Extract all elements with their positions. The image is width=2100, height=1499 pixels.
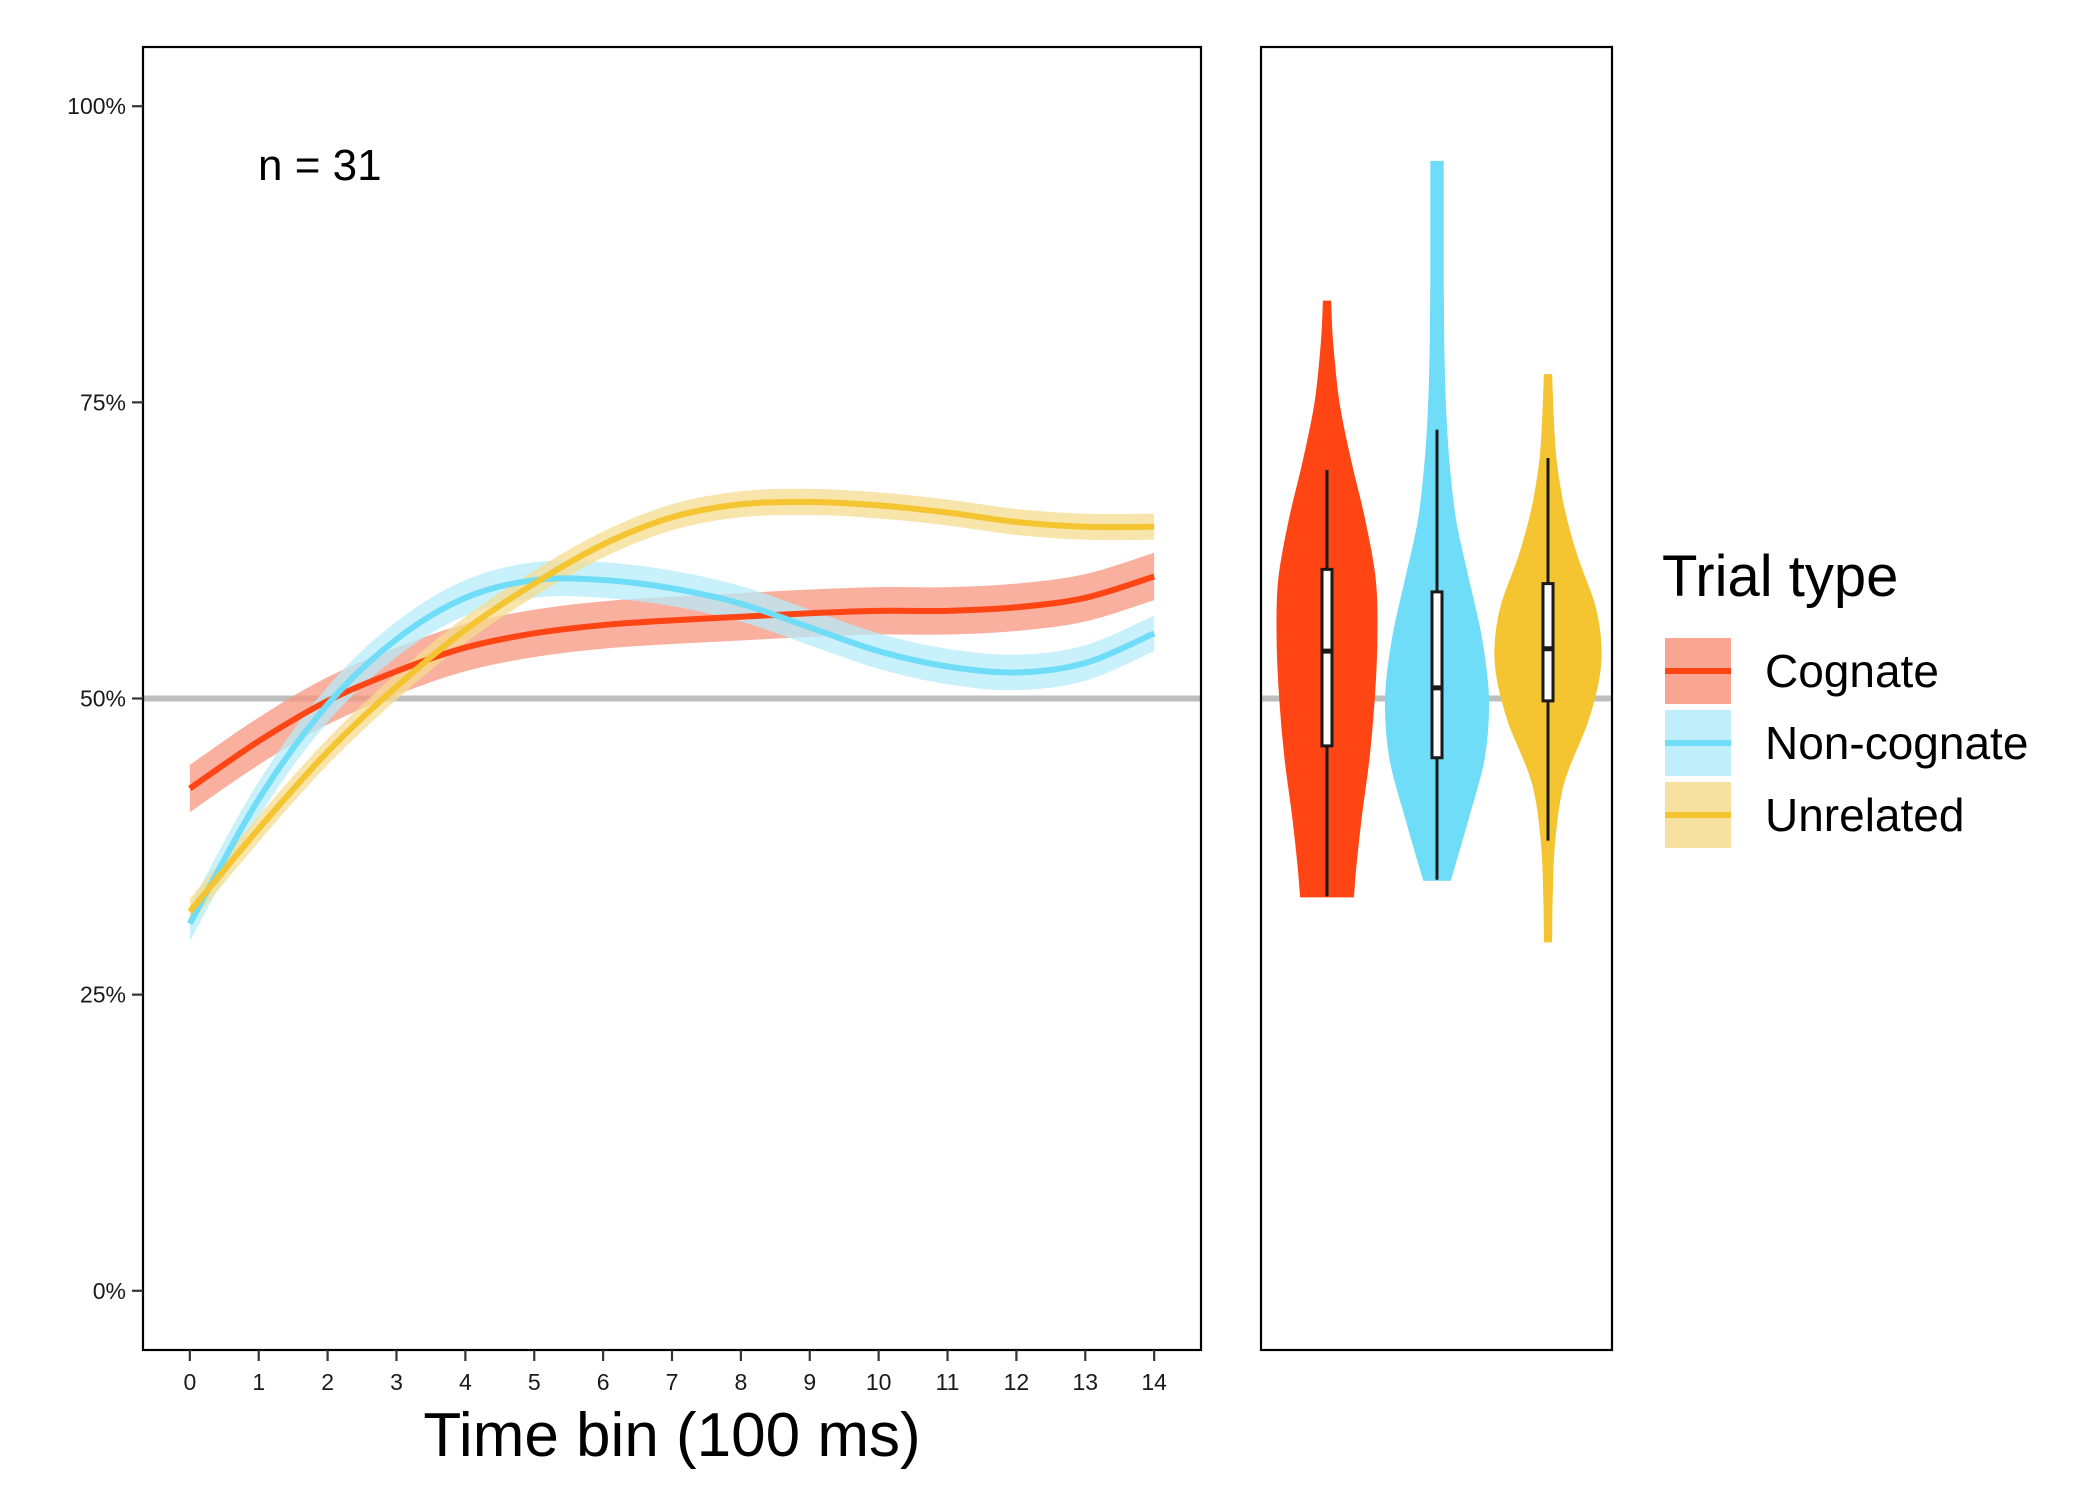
violin-cognate	[1276, 300, 1378, 898]
legend-label-cognate: Cognate	[1765, 645, 1939, 697]
legend-item-cognate: Cognate	[1663, 636, 1939, 706]
y-tick-label: 75%	[80, 389, 126, 415]
x-tick-label: 4	[459, 1369, 472, 1395]
legend-item-unrelated: Unrelated	[1663, 780, 1964, 850]
distribution-panel	[1259, 45, 1614, 1352]
ribbon-unrelated	[189, 488, 1155, 925]
x-tick-label: 7	[666, 1369, 679, 1395]
y-tick-label: 25%	[80, 982, 126, 1008]
x-tick-label: 9	[803, 1369, 816, 1395]
violin-non-cognate	[1384, 160, 1490, 881]
line-unrelated	[187, 498, 1155, 914]
x-tick-label: 2	[321, 1369, 334, 1395]
x-tick-label: 1	[252, 1369, 265, 1395]
violin-box-non-cognate	[1430, 590, 1444, 760]
x-tick-label: 8	[734, 1369, 747, 1395]
ribbon-non-cognate	[189, 560, 1155, 942]
ribbon-cognate	[189, 552, 1155, 813]
distribution-panel-border	[1259, 45, 1614, 1352]
y-tick-label: 100%	[67, 93, 126, 119]
legend-title: Trial type	[1662, 544, 1898, 609]
legend-item-non-cognate: Non-cognate	[1663, 708, 2028, 778]
confidence-ribbons	[189, 488, 1155, 942]
x-axis: 0 1 2 3 4 5 6 7 8 9 10 11 12 13 14	[183, 1350, 1167, 1395]
x-tick-label: 0	[183, 1369, 196, 1395]
legend-items: Cognate Non-cognate Unrelated	[1663, 636, 2028, 850]
x-axis-title: Time bin (100 ms)	[423, 1401, 920, 1470]
y-axis: 0% 25% 50% 75% 100%	[67, 93, 143, 1304]
violin-unrelated	[1494, 374, 1602, 943]
x-tick-label: 6	[597, 1369, 610, 1395]
x-tick-label: 12	[1004, 1369, 1030, 1395]
x-tick-label: 3	[390, 1369, 403, 1395]
x-tick-label: 5	[528, 1369, 541, 1395]
line-cognate	[188, 573, 1156, 791]
series-lines	[187, 498, 1156, 926]
violin-box-cognate	[1320, 567, 1334, 748]
x-tick-label: 13	[1072, 1369, 1098, 1395]
sample-size-annotation: n = 31	[258, 141, 382, 190]
y-tick-label: 50%	[80, 686, 126, 712]
violin-box-unrelated	[1541, 582, 1555, 703]
legend: Trial type Cognate Non-cognate Unrelated	[1662, 544, 2028, 850]
x-tick-label: 11	[936, 1369, 960, 1395]
x-tick-label: 14	[1141, 1369, 1167, 1395]
legend-label-unrelated: Unrelated	[1765, 789, 1964, 841]
x-tick-label: 10	[866, 1369, 892, 1395]
violins	[1276, 160, 1602, 943]
time-course-panel: 0%25%50%75%100% 0 1 2 3 4 5 6 7 8 9 10 11 12 13 14 n =…	[67, 45, 1203, 1470]
legend-label-non-cognate: Non-cognate	[1765, 717, 2028, 769]
line-non-cognate	[187, 575, 1156, 926]
y-tick-label: 0%	[93, 1278, 126, 1304]
